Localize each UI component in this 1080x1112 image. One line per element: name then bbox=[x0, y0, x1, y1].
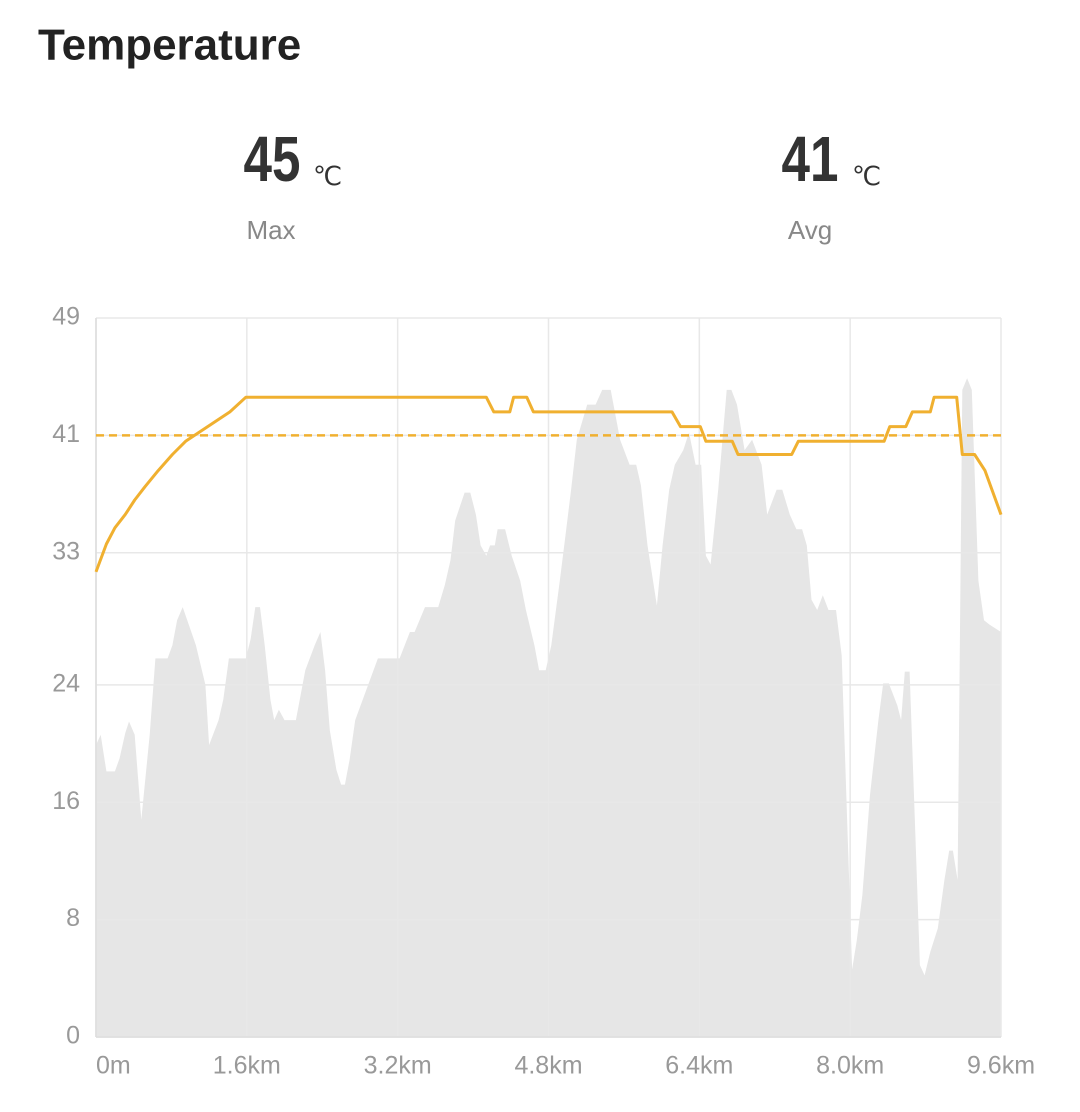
y-tick-label: 0 bbox=[66, 1022, 80, 1050]
avg-label: Avg bbox=[788, 215, 832, 245]
y-tick-label: 49 bbox=[52, 303, 80, 331]
x-tick-label: 0m bbox=[96, 1052, 131, 1080]
page-title: Temperature bbox=[38, 21, 301, 70]
x-tick-label: 6.4km bbox=[665, 1052, 733, 1080]
avg-unit: ℃ bbox=[852, 161, 881, 191]
avg-value: 41 bbox=[782, 125, 839, 196]
x-tick-label: 8.0km bbox=[816, 1052, 884, 1080]
max-label: Max bbox=[246, 215, 295, 245]
y-tick-label: 33 bbox=[52, 537, 80, 565]
x-tick-label: 3.2km bbox=[364, 1052, 432, 1080]
max-value: 45 bbox=[244, 125, 301, 196]
y-tick-label: 8 bbox=[66, 904, 80, 932]
x-tick-label: 1.6km bbox=[213, 1052, 281, 1080]
x-tick-label: 9.6km bbox=[967, 1052, 1035, 1080]
y-tick-label: 41 bbox=[52, 420, 80, 448]
max-unit: ℃ bbox=[313, 161, 342, 191]
line bbox=[94, 395, 1003, 573]
y-tick-label: 16 bbox=[52, 787, 80, 815]
x-tick-label: 4.8km bbox=[514, 1052, 582, 1080]
y-tick-label: 24 bbox=[52, 669, 80, 697]
